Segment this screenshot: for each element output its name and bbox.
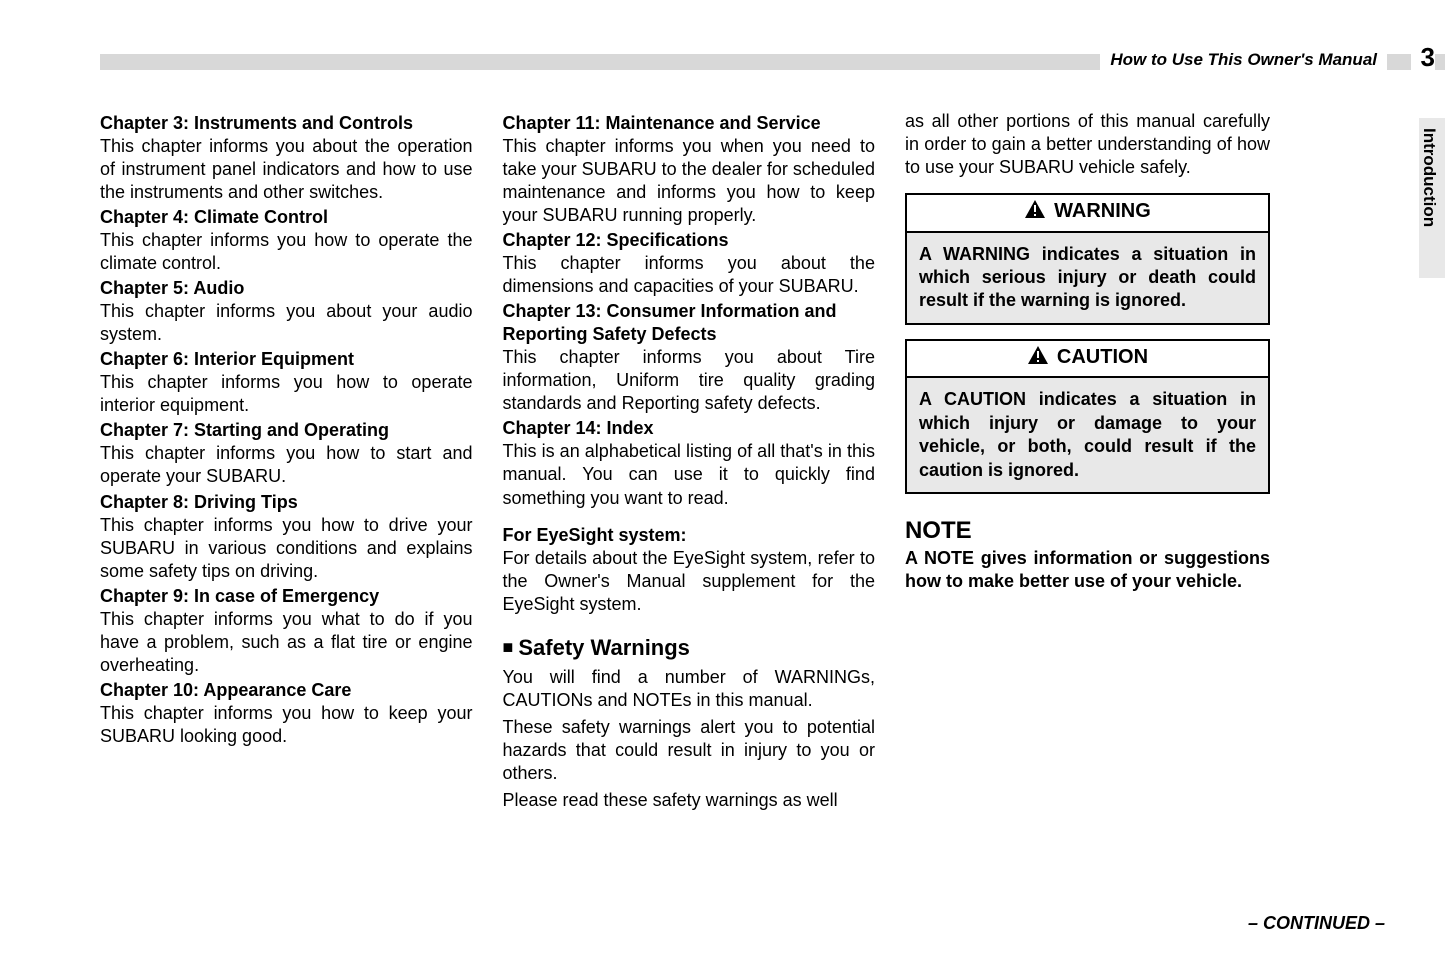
- chapter-block: Chapter 14: Index This is an alphabetica…: [502, 417, 874, 509]
- continued-footer: – CONTINUED –: [1248, 913, 1385, 934]
- content-columns: Chapter 3: Instruments and Controls This…: [100, 110, 1270, 812]
- chapter-block: Chapter 6: Interior Equipment This chapt…: [100, 348, 472, 417]
- chapter-block: Chapter 13: Consumer Information and Rep…: [502, 300, 874, 415]
- chapter-block: Chapter 5: Audio This chapter informs yo…: [100, 277, 472, 346]
- chapter-body: This chapter informs you about the dimen…: [502, 252, 874, 298]
- caution-header: CAUTION: [907, 341, 1268, 379]
- chapter-body: This chapter informs you how to keep you…: [100, 702, 472, 748]
- column3-intro: as all other portions of this manual car…: [905, 110, 1270, 179]
- warning-header: WARNING: [907, 195, 1268, 233]
- chapter-block: Chapter 9: In case of Emergency This cha…: [100, 585, 472, 677]
- chapter-block: Chapter 3: Instruments and Controls This…: [100, 112, 472, 204]
- side-tab-label: Introduction: [1419, 128, 1439, 248]
- chapter-title: Chapter 5: Audio: [100, 277, 472, 300]
- safety-p2: These safety warnings alert you to poten…: [502, 716, 874, 785]
- column-2: Chapter 11: Maintenance and Service This…: [502, 110, 874, 812]
- chapter-body: This chapter informs you how to start an…: [100, 442, 472, 488]
- chapter-title: Chapter 6: Interior Equipment: [100, 348, 472, 371]
- note-title: NOTE: [905, 516, 1270, 547]
- chapter-title: Chapter 13: Consumer Information and Rep…: [502, 300, 874, 346]
- warning-triangle-icon: [1024, 199, 1046, 227]
- safety-p1: You will find a number of WARNINGs, CAUT…: [502, 666, 874, 712]
- column-3: as all other portions of this manual car…: [905, 110, 1270, 812]
- chapter-body: This chapter informs you about the opera…: [100, 135, 472, 204]
- chapter-block: Chapter 10: Appearance Care This chapter…: [100, 679, 472, 748]
- chapter-body: This chapter informs you how to operate …: [100, 371, 472, 417]
- warning-label: WARNING: [1054, 200, 1151, 222]
- chapter-title: Chapter 10: Appearance Care: [100, 679, 472, 702]
- chapter-body: This chapter informs you how to drive yo…: [100, 514, 472, 583]
- chapter-title: Chapter 8: Driving Tips: [100, 491, 472, 514]
- chapter-title: Chapter 14: Index: [502, 417, 874, 440]
- caution-box: CAUTION A CAUTION indicates a situation …: [905, 339, 1270, 494]
- chapter-body: This is an alphabetical listing of all t…: [502, 440, 874, 509]
- chapter-block: Chapter 7: Starting and Operating This c…: [100, 419, 472, 488]
- chapter-block: Chapter 4: Climate Control This chapter …: [100, 206, 472, 275]
- chapter-title: Chapter 7: Starting and Operating: [100, 419, 472, 442]
- caution-label: CAUTION: [1057, 346, 1148, 368]
- eyesight-body: For details about the EyeSight system, r…: [502, 547, 874, 616]
- warning-box: WARNING A WARNING indicates a situation …: [905, 193, 1270, 325]
- chapter-body: This chapter informs you how to operate …: [100, 229, 472, 275]
- chapter-block: Chapter 8: Driving Tips This chapter inf…: [100, 491, 472, 583]
- header-title: How to Use This Owner's Manual: [1100, 50, 1387, 70]
- eyesight-title: For EyeSight system:: [502, 524, 874, 547]
- chapter-title: Chapter 12: Specifications: [502, 229, 874, 252]
- chapter-body: This chapter informs you when you need t…: [502, 135, 874, 227]
- chapter-body: This chapter informs you about your audi…: [100, 300, 472, 346]
- chapter-title: Chapter 4: Climate Control: [100, 206, 472, 229]
- caution-body: A CAUTION indicates a situation in which…: [907, 378, 1268, 492]
- chapter-title: Chapter 9: In case of Emergency: [100, 585, 472, 608]
- chapter-block: Chapter 11: Maintenance and Service This…: [502, 112, 874, 227]
- safety-warnings-heading: Safety Warnings: [502, 634, 874, 662]
- page-number: 3: [1411, 42, 1435, 73]
- chapter-title: Chapter 11: Maintenance and Service: [502, 112, 874, 135]
- safety-p3: Please read these safety warnings as wel…: [502, 789, 874, 812]
- column-1: Chapter 3: Instruments and Controls This…: [100, 110, 472, 812]
- chapter-block: Chapter 12: Specifications This chapter …: [502, 229, 874, 298]
- note-body: A NOTE gives information or suggestions …: [905, 547, 1270, 594]
- chapter-body: This chapter informs you about Tire info…: [502, 346, 874, 415]
- chapter-body: This chapter informs you what to do if y…: [100, 608, 472, 677]
- chapter-title: Chapter 3: Instruments and Controls: [100, 112, 472, 135]
- caution-triangle-icon: [1027, 345, 1049, 373]
- warning-body: A WARNING indicates a situation in which…: [907, 233, 1268, 323]
